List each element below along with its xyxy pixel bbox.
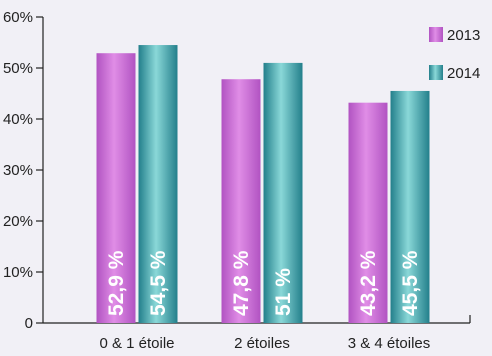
bar-value-label: 43,2 %: [357, 250, 380, 316]
y-tick-label: 50%: [3, 60, 33, 77]
bar-2013-2: [348, 102, 388, 324]
bar-2014-0: [138, 45, 178, 324]
axes: 0 10% 20% 30% 40% 50% 60% 0 & 1 étoile 2 étoiles…: [3, 9, 471, 352]
bar-2013-1: [221, 79, 261, 323]
bar-value-label: 47,8 %: [230, 250, 253, 316]
y-tick-label: 30%: [3, 162, 33, 179]
legend: 2013 2014: [429, 27, 480, 82]
y-tick-label: 20%: [3, 213, 33, 230]
bar-value-label: 52,9 %: [105, 250, 128, 316]
bar-value-label: 45,5 %: [399, 250, 422, 316]
category-label: 2 étoiles: [234, 335, 290, 352]
legend-swatch: [429, 27, 443, 42]
bar-value-label: 54,5 %: [147, 250, 170, 316]
legend-label: 2014: [447, 65, 480, 82]
bar-2014-2: [390, 90, 430, 323]
y-tick-label: 60%: [3, 9, 33, 26]
bar-2013-0: [96, 53, 136, 324]
legend-label: 2013: [447, 27, 480, 44]
legend-swatch: [429, 65, 443, 80]
category-label: 3 & 4 étoiles: [348, 335, 431, 352]
y-tick-label: 0: [25, 315, 33, 332]
y-tick-label: 40%: [3, 111, 33, 128]
category-label: 0 & 1 étoile: [99, 335, 174, 352]
bar-2014-1: [263, 62, 303, 324]
y-tick-label: 10%: [3, 264, 33, 281]
bars: 52,9 % 54,5 % 47,8 % 51 % 43,2 % 45,5 %: [96, 45, 430, 324]
bar-value-label: 51 %: [272, 268, 295, 316]
